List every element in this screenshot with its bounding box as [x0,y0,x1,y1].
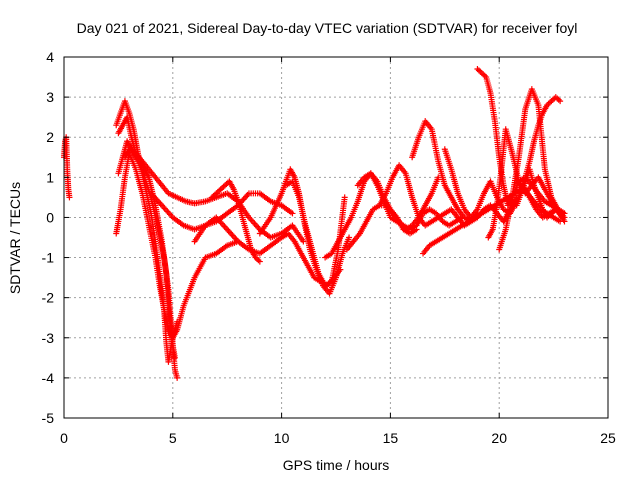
x-axis-label: GPS time / hours [283,457,390,473]
y-tick-label: 1 [46,169,54,185]
data-point [341,194,348,201]
series-t11 [282,178,348,289]
series-t07 [148,190,296,233]
y-tick-label: -4 [42,370,55,386]
x-tick-label: 10 [274,430,290,446]
data-point [557,98,564,105]
data-points [61,66,568,381]
y-tick-label: -1 [42,250,55,266]
series-t23 [517,94,564,193]
data-point [174,374,181,381]
data-point [561,218,568,225]
y-tick-label: -3 [42,330,55,346]
x-tick-label: 5 [169,430,177,446]
series-t15 [376,162,481,229]
chart-title: Day 021 of 2021, Sidereal Day-to-day VTE… [77,20,578,36]
y-axis-label: SDTVAR / TECUs [7,182,23,294]
plot-frame [63,56,609,419]
data-point [171,354,178,361]
axis-ticks [63,56,609,419]
data-point [256,258,263,265]
y-tick-label: 3 [46,89,54,105]
data-point [346,234,353,241]
y-tick-label: 0 [46,209,54,225]
y-tick-label: -2 [42,290,55,306]
y-tick-label: 4 [46,49,54,65]
x-tick-label: 25 [600,430,616,446]
x-tick-label: 15 [383,430,399,446]
x-tick-label: 0 [60,430,68,446]
series-t19 [474,66,568,217]
data-point [289,210,296,217]
x-tick-label: 20 [491,430,507,446]
data-point [66,194,73,201]
series-t05 [113,150,242,341]
y-tick-label: 2 [46,129,54,145]
y-tick-label: -5 [42,410,55,426]
